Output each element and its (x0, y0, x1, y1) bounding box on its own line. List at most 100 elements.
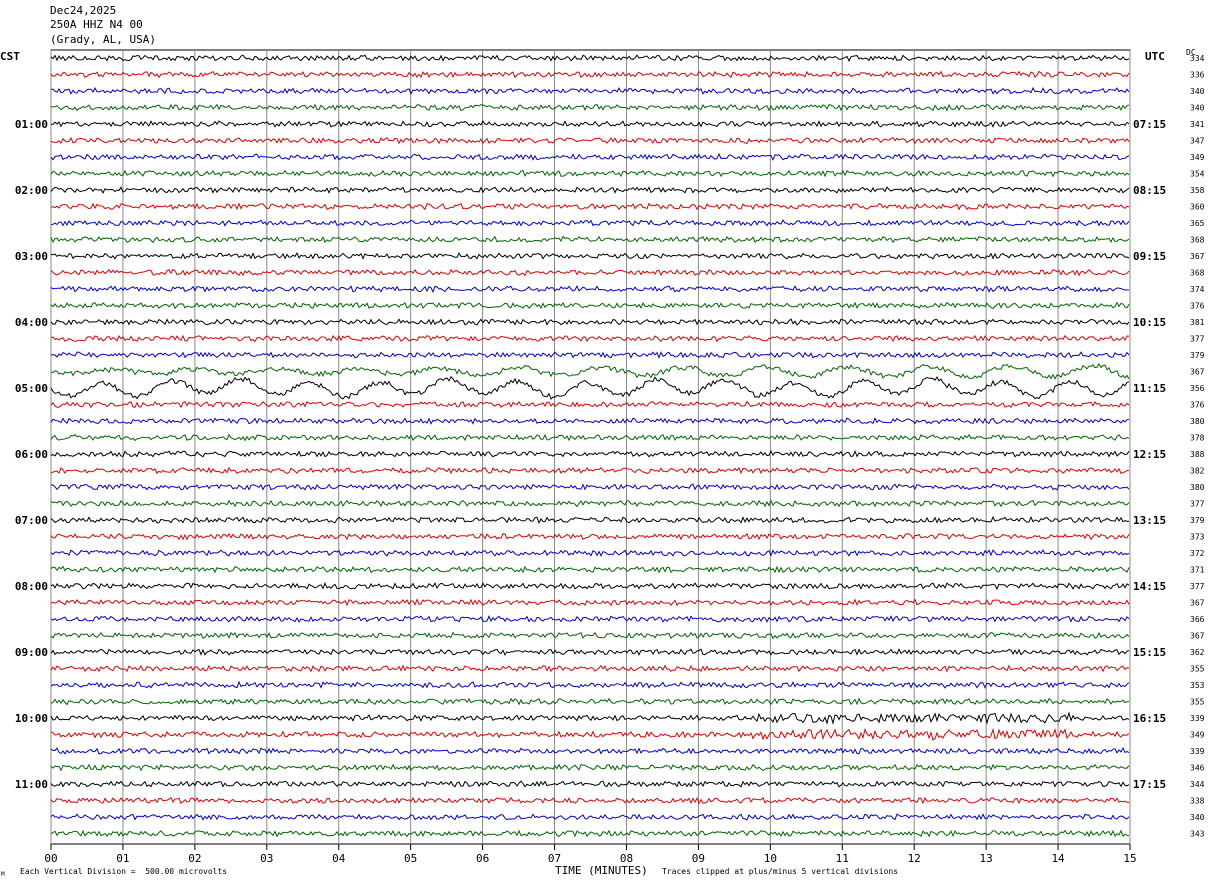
trace-row-18 (50, 351, 1130, 359)
dc-offset-label: 338 (1190, 797, 1205, 806)
dc-offset-label: 355 (1190, 665, 1205, 674)
x-tick-label-05: 05 (404, 852, 417, 865)
hour-label-right: 14:15 (1133, 580, 1166, 593)
dc-offset-label: 336 (1190, 71, 1205, 80)
dc-offset-label: 340 (1190, 104, 1205, 113)
trace-row-8 (50, 186, 1130, 194)
dc-offset-label: 379 (1190, 516, 1205, 525)
hour-label-right: 07:15 (1133, 118, 1166, 131)
x-tick-label-04: 04 (332, 852, 346, 865)
header-location: (Grady, AL, USA) (50, 33, 156, 46)
trace-row-34 (50, 615, 1130, 623)
x-tick-label-03: 03 (260, 852, 273, 865)
x-tick-label-08: 08 (620, 852, 633, 865)
trace-row-30 (50, 549, 1130, 557)
dc-offset-label: 367 (1190, 632, 1205, 641)
trace-row-3 (50, 103, 1130, 112)
dc-offset-label: 374 (1190, 285, 1205, 294)
trace-row-19 (50, 362, 1130, 380)
x-tick-label-15: 15 (1123, 852, 1136, 865)
dc-offset-label: 339 (1190, 714, 1205, 723)
trace-row-7 (50, 169, 1130, 178)
dc-offset-label: 349 (1190, 731, 1205, 740)
hour-label-left: 06:00 (15, 448, 48, 461)
dc-offset-label: 334 (1190, 54, 1205, 63)
trace-row-10 (50, 219, 1130, 227)
dc-offset-label: 380 (1190, 417, 1205, 426)
hour-label-left: 04:00 (15, 316, 48, 329)
corner-mark: M (1, 871, 5, 878)
trace-row-11 (50, 235, 1130, 244)
dc-offset-label: 354 (1190, 170, 1205, 179)
hour-label-left: 05:00 (15, 382, 48, 395)
dc-offset-label: 344 (1190, 780, 1205, 789)
hour-label-left: 07:00 (15, 514, 48, 527)
dc-offset-label: 340 (1190, 813, 1205, 822)
dc-offset-label: 372 (1190, 549, 1205, 558)
trace-row-35 (50, 631, 1130, 640)
x-tick-label-13: 13 (980, 852, 993, 865)
left-timezone-label: CST (0, 50, 20, 63)
trace-row-46 (50, 813, 1130, 821)
x-tick-label-11: 11 (836, 852, 849, 865)
trace-row-15 (50, 301, 1130, 310)
dc-offset-labels: 334 336 340 340 341 347 349 354 358 360 365 368 367 3… (1190, 54, 1205, 839)
trace-row-1 (50, 70, 1130, 79)
hour-label-left: 10:00 (15, 712, 48, 725)
trace-row-29 (50, 532, 1130, 541)
trace-row-42 (50, 746, 1130, 755)
dc-label: DC (1186, 48, 1196, 57)
trace-row-23 (50, 433, 1130, 442)
dc-offset-label: 377 (1190, 582, 1205, 591)
trace-row-12 (50, 251, 1130, 260)
header-date: Dec24,2025 (50, 4, 117, 17)
x-axis-title: TIME (MINUTES) (555, 864, 648, 877)
hour-label-left: 09:00 (15, 646, 48, 659)
trace-row-40 (50, 711, 1130, 726)
dc-offset-label: 367 (1190, 252, 1205, 261)
hour-label-left: 03:00 (15, 250, 48, 263)
trace-row-43 (50, 763, 1130, 772)
hour-label-right: 08:15 (1133, 184, 1166, 197)
trace-row-0 (50, 54, 1130, 63)
trace-row-25 (50, 466, 1130, 475)
trace-row-41 (50, 727, 1130, 741)
dc-offset-label: 341 (1190, 120, 1205, 129)
hour-label-right: 10:15 (1133, 316, 1166, 329)
right-timezone-label: UTC (1145, 50, 1165, 63)
trace-row-5 (50, 136, 1130, 145)
hour-labels: 01:00 07:15 02:00 08:15 03:00 09:15 04:00 10:15… (15, 118, 1166, 791)
scale-note: Each Vertical Division = 500.00 microvol… (20, 867, 228, 876)
hour-label-left: 08:00 (15, 580, 48, 593)
dc-offset-label: 340 (1190, 87, 1205, 96)
dc-offset-label: 339 (1190, 747, 1205, 756)
trace-row-32 (50, 581, 1130, 591)
dc-offset-label: 378 (1190, 434, 1205, 443)
dc-offset-label: 377 (1190, 335, 1205, 344)
clip-note: Traces clipped at plus/minus 5 vertical … (662, 867, 899, 876)
trace-row-13 (50, 268, 1130, 277)
trace-row-47 (50, 829, 1130, 838)
x-tick-label-02: 02 (188, 852, 201, 865)
trace-row-2 (50, 86, 1130, 95)
trace-row-33 (50, 598, 1130, 607)
hour-label-right: 16:15 (1133, 712, 1166, 725)
dc-offset-label: 356 (1190, 384, 1205, 393)
trace-row-22 (50, 416, 1130, 425)
dc-offset-label: 373 (1190, 533, 1205, 542)
trace-row-36 (50, 648, 1130, 656)
hour-label-left: 01:00 (15, 118, 48, 131)
trace-row-31 (50, 565, 1130, 574)
hour-label-right: 17:15 (1133, 778, 1166, 791)
dc-offset-label: 368 (1190, 236, 1205, 245)
dc-offset-label: 367 (1190, 599, 1205, 608)
trace-row-37 (50, 664, 1130, 673)
dc-offset-label: 371 (1190, 566, 1205, 575)
dc-offset-label: 358 (1190, 186, 1205, 195)
trace-row-24 (50, 449, 1130, 458)
trace-row-28 (50, 515, 1130, 525)
trace-row-38 (50, 680, 1130, 689)
dc-offset-label: 376 (1190, 302, 1205, 311)
trace-row-45 (50, 796, 1130, 805)
trace-row-14 (50, 285, 1129, 294)
